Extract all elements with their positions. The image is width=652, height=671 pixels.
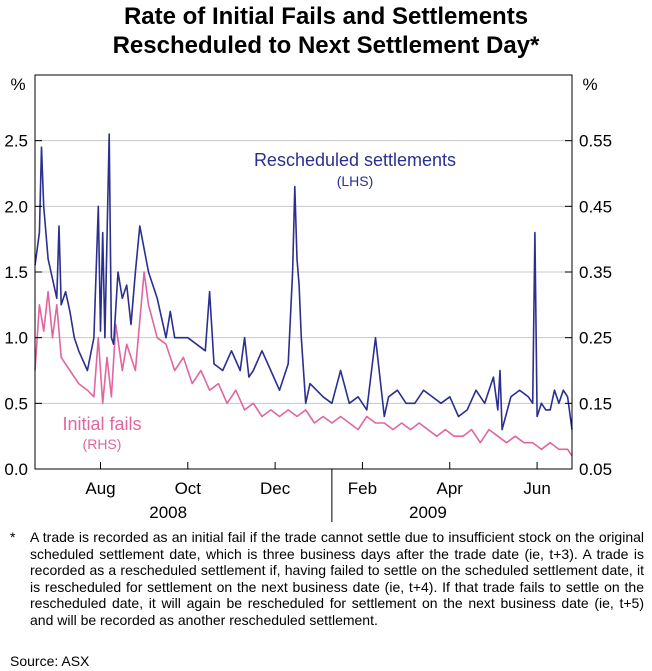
chart-title-line2: Rescheduled to Next Settlement Day* bbox=[112, 32, 540, 59]
x-tick-label: Apr bbox=[437, 479, 464, 498]
right-axis-unit: % bbox=[582, 75, 597, 94]
year-label: 2008 bbox=[149, 503, 187, 522]
left-axis-unit: % bbox=[10, 75, 25, 94]
left-tick-label: 0.5 bbox=[4, 394, 28, 413]
year-label: 2009 bbox=[409, 503, 447, 522]
right-tick-label: 0.35 bbox=[579, 263, 612, 282]
right-tick-label: 0.55 bbox=[579, 132, 612, 151]
x-tick-label: Feb bbox=[348, 479, 377, 498]
left-tick-label: 2.5 bbox=[4, 132, 28, 151]
initial-fails-line bbox=[34, 271, 573, 457]
initial-fails-axis: (RHS) bbox=[83, 436, 122, 452]
x-tick-label: Aug bbox=[85, 479, 115, 498]
left-tick-label: 1.0 bbox=[4, 329, 28, 348]
chart-title: Rate of Initial Fails and Settlements Re… bbox=[0, 2, 652, 60]
left-tick-label: 1.5 bbox=[4, 263, 28, 282]
chart-title-line1: Rate of Initial Fails and Settlements bbox=[123, 3, 529, 30]
rescheduled-series-label: Rescheduled settlements bbox=[254, 150, 456, 170]
footnote-text: A trade is recorded as an initial fail i… bbox=[30, 529, 644, 628]
right-tick-label: 0.25 bbox=[579, 329, 612, 348]
source-note: Source: ASX bbox=[10, 653, 90, 669]
initial-fails-label: Initial fails bbox=[62, 414, 141, 434]
axis-labels: 0.0 0.5 1.0 1.5 2.0 2.5 0.05 0.15 0.25 0.35 0.45 0.… bbox=[4, 132, 612, 522]
left-tick-label: 2.0 bbox=[4, 197, 28, 216]
rescheduled-settlements-line bbox=[34, 133, 573, 431]
chart-area: % % 0.00.51.01.52.02.50.050.150.250.350.… bbox=[4, 74, 612, 522]
x-tick-label: Oct bbox=[175, 479, 202, 498]
right-tick-label: 0.15 bbox=[579, 394, 612, 413]
right-tick-label: 0.05 bbox=[579, 460, 612, 479]
left-tick-label: 0.0 bbox=[4, 460, 28, 479]
axis-ticks bbox=[35, 140, 572, 522]
right-tick-label: 0.45 bbox=[579, 197, 612, 216]
x-tick-label: Dec bbox=[260, 479, 291, 498]
series-lines bbox=[34, 133, 573, 457]
footnote-marker: * bbox=[10, 529, 16, 545]
x-tick-label: Jun bbox=[523, 479, 550, 498]
rescheduled-series-axis: (LHS) bbox=[337, 173, 374, 189]
footnote: * A trade is recorded as an initial fail… bbox=[10, 529, 644, 628]
gridlines bbox=[35, 140, 572, 404]
